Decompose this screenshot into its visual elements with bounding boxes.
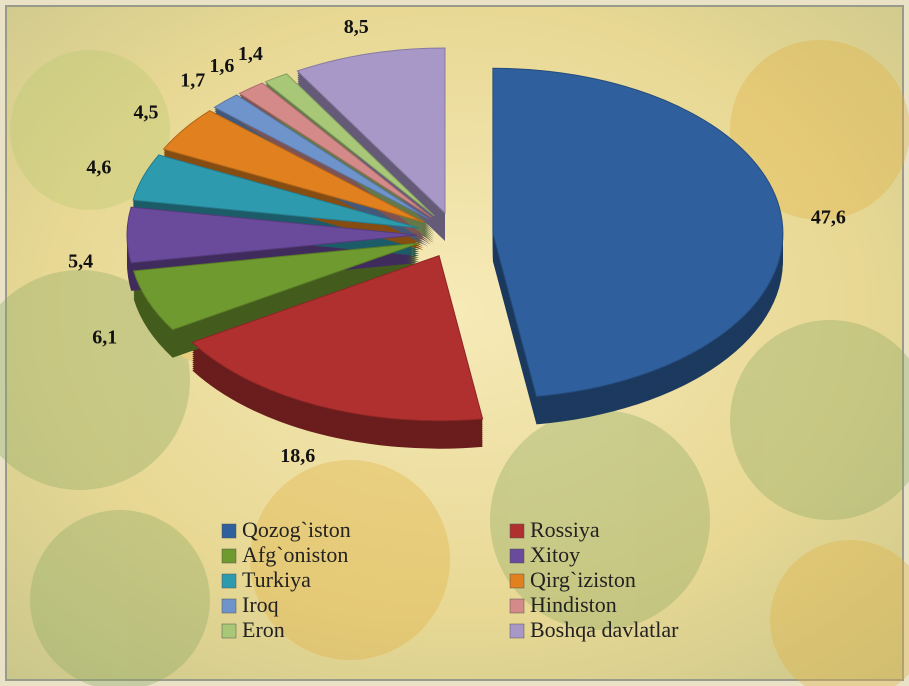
legend-swatch xyxy=(221,548,237,564)
legend-label: Iroq xyxy=(242,592,279,617)
legend-swatch xyxy=(509,623,525,639)
legend-swatch xyxy=(221,573,237,589)
legend-label: Turkiya xyxy=(242,567,311,592)
slice xyxy=(296,47,446,215)
slice xyxy=(492,67,784,397)
data-label: 1,6 xyxy=(209,55,234,77)
legend-label: Rossiya xyxy=(530,517,600,542)
legend-label: Xitoy xyxy=(530,542,580,567)
legend-swatch xyxy=(221,623,237,639)
slice xyxy=(162,110,424,223)
data-label: 4,6 xyxy=(86,156,111,178)
slice xyxy=(126,206,418,264)
legend: Qozog`iston Rossiya Afg`oniston Xitoy Turkiy… xyxy=(221,517,679,642)
legend-label: Qirg`iziston xyxy=(530,567,636,592)
data-label: 8,5 xyxy=(344,16,369,38)
pie: 47,6 18,6 6,1 5,4 4,6 4,5 1,71,61,4 8,5 xyxy=(68,16,846,467)
data-label: 47,6 xyxy=(811,206,846,228)
slice xyxy=(264,73,435,217)
legend-label: Qozog`iston xyxy=(242,517,351,542)
slice xyxy=(191,255,484,422)
data-label: 1,7 xyxy=(180,70,205,92)
data-label: 5,4 xyxy=(68,251,93,273)
legend-label: Hindiston xyxy=(530,592,617,617)
legend-swatch xyxy=(509,598,525,614)
legend-swatch xyxy=(509,573,525,589)
data-label: 4,5 xyxy=(134,102,159,124)
legend-swatch xyxy=(221,523,237,539)
data-label: 1,4 xyxy=(238,43,263,65)
slice xyxy=(132,154,419,229)
slice xyxy=(132,242,420,331)
data-label: 6,1 xyxy=(92,326,117,348)
legend-swatch xyxy=(509,548,525,564)
legend-label: Boshqa davlatlar xyxy=(530,617,679,642)
legend-label: Afg`oniston xyxy=(242,542,348,567)
legend-swatch xyxy=(509,523,525,539)
slice xyxy=(213,94,429,220)
data-label: 18,6 xyxy=(280,445,315,467)
legend-swatch xyxy=(221,598,237,614)
legend-label: Eron xyxy=(242,617,285,642)
slice xyxy=(238,82,432,218)
